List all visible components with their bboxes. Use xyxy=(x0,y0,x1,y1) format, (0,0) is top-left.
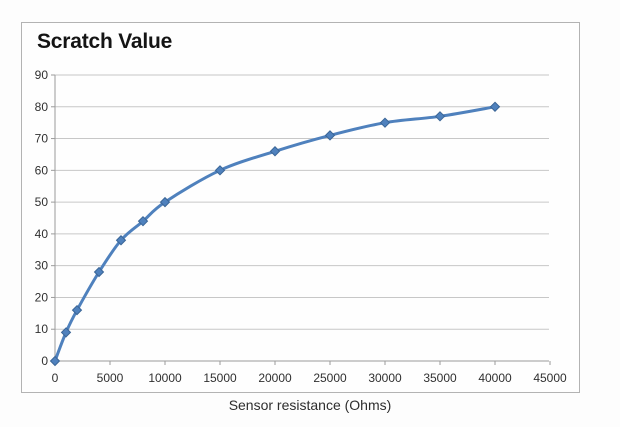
data-point-marker xyxy=(379,117,391,128)
y-tick-label: 50 xyxy=(35,195,49,209)
data-point-marker xyxy=(324,130,336,141)
x-axis-title: Sensor resistance (Ohms) xyxy=(228,397,392,413)
x-tick-label: 35000 xyxy=(423,371,457,385)
x-tick-label: 10000 xyxy=(148,371,182,385)
y-tick-label: 20 xyxy=(35,290,49,304)
y-tick-label: 30 xyxy=(35,259,49,273)
data-point-marker xyxy=(60,327,72,338)
y-tick-label: 0 xyxy=(41,354,48,368)
chart-frame xyxy=(21,22,580,393)
x-tick-label: 45000 xyxy=(533,371,567,385)
data-point-marker xyxy=(71,304,83,316)
data-point-marker xyxy=(93,266,105,278)
chart-title: Scratch Value xyxy=(37,30,173,53)
data-point-marker xyxy=(489,101,501,112)
x-tick-label: 5000 xyxy=(97,371,124,385)
x-tick-label: 20000 xyxy=(258,371,292,385)
x-tick-label: 15000 xyxy=(203,371,237,385)
y-tick-label: 60 xyxy=(35,163,49,177)
data-point-marker xyxy=(269,146,281,157)
data-point-marker xyxy=(137,215,149,227)
data-point-marker xyxy=(159,196,171,208)
y-tick-label: 10 xyxy=(35,322,49,336)
data-point-marker xyxy=(434,111,446,122)
x-tick-label: 30000 xyxy=(368,371,402,385)
x-tick-label: 25000 xyxy=(313,371,347,385)
data-point-marker xyxy=(214,165,226,176)
data-point-marker xyxy=(49,355,61,367)
x-tick-label: 40000 xyxy=(478,371,512,385)
x-tick-label: 0 xyxy=(52,371,59,385)
data-point-marker xyxy=(115,235,127,246)
y-tick-label: 90 xyxy=(35,68,49,82)
y-tick-label: 80 xyxy=(35,100,49,114)
y-tick-label: 70 xyxy=(35,132,49,146)
y-tick-label: 40 xyxy=(35,227,49,241)
